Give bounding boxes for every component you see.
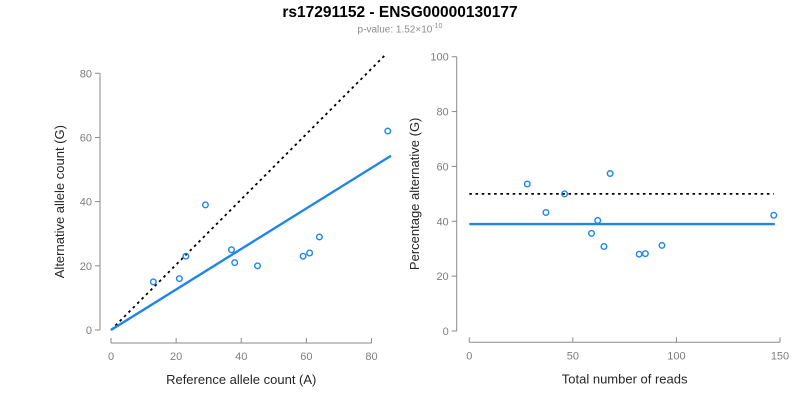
x-tick-label: 50 xyxy=(567,350,579,362)
regression-line xyxy=(110,154,392,332)
y-tick-label: 60 xyxy=(436,161,448,173)
data-point xyxy=(182,252,190,260)
x-tick-label: 0 xyxy=(108,351,114,363)
data-point xyxy=(606,170,614,178)
data-point xyxy=(231,259,239,267)
x-tick-label: 40 xyxy=(235,351,247,363)
x-tick-label: 80 xyxy=(365,351,377,363)
x-tick-label: 0 xyxy=(466,350,472,362)
x-tick-label: 150 xyxy=(771,350,789,362)
data-point xyxy=(588,229,596,237)
y-tick-label: 20 xyxy=(80,261,92,273)
data-point xyxy=(315,233,323,241)
data-point xyxy=(658,241,666,249)
data-point xyxy=(561,190,569,198)
data-point xyxy=(306,249,314,257)
data-point xyxy=(384,127,392,135)
data-point xyxy=(299,252,307,260)
data-point xyxy=(635,250,643,258)
x-tick-label: 20 xyxy=(170,351,182,363)
y-tick-label: 0 xyxy=(443,326,449,338)
x-axis-title: Total number of reads xyxy=(562,371,688,386)
y-tick-label: 40 xyxy=(80,197,92,209)
data-point xyxy=(770,211,778,219)
figure-subtitle: p-value: 1.52×10-10 xyxy=(0,23,800,35)
data-point xyxy=(594,216,602,224)
data-point xyxy=(175,275,183,283)
p-value-exponent: -10 xyxy=(432,23,443,30)
data-point xyxy=(600,243,608,251)
right-panel: 0 20 40 60 80 100 0 50 100 150 Total number of rea… xyxy=(407,52,789,387)
data-point xyxy=(542,209,550,217)
y-tick-label: 20 xyxy=(436,271,448,283)
data-point xyxy=(254,262,262,270)
y-tick-label: 40 xyxy=(436,216,448,228)
y-axis-title: Alternative allele count (G) xyxy=(52,125,67,278)
y-tick-label: 0 xyxy=(86,325,92,337)
left-panel: 0 20 40 60 80 0 20 40 60 80 Reference allele count… xyxy=(52,53,392,387)
data-point xyxy=(227,246,235,254)
y-tick-label: 100 xyxy=(430,52,448,64)
x-tick-label: 60 xyxy=(300,351,312,363)
p-value-text: p-value: 1.52×10 xyxy=(357,24,433,36)
y-tick-label: 80 xyxy=(436,107,448,119)
x-axis-title: Reference allele count (A) xyxy=(166,372,316,387)
data-point xyxy=(641,250,649,258)
data-point xyxy=(149,278,157,286)
data-point xyxy=(201,201,209,209)
y-axis-title: Percentage alternative (G) xyxy=(407,118,422,270)
identity-dotted-line xyxy=(110,53,387,331)
figure-title: rs17291152 - ENSG00000130177 xyxy=(282,4,518,21)
y-tick-label: 60 xyxy=(80,132,92,144)
x-tick-label: 100 xyxy=(667,350,685,362)
y-tick-label: 80 xyxy=(80,68,92,80)
data-point xyxy=(523,180,531,188)
